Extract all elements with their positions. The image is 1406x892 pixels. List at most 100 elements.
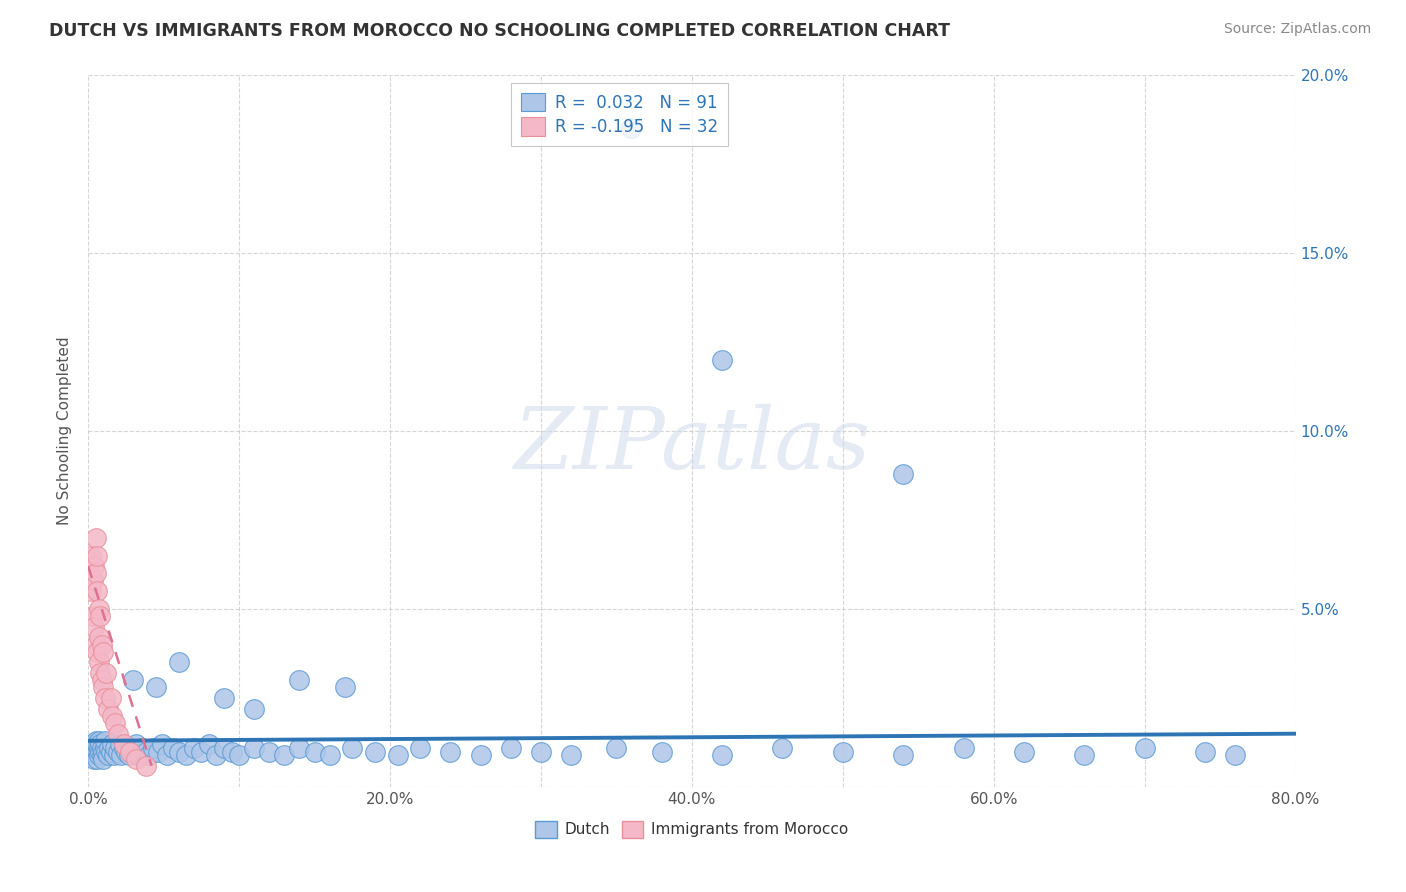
Point	[97, 702, 120, 716]
Point	[94, 734, 117, 748]
Point	[212, 691, 235, 706]
Text: DUTCH VS IMMIGRANTS FROM MOROCCO NO SCHOOLING COMPLETED CORRELATION CHART: DUTCH VS IMMIGRANTS FROM MOROCCO NO SCHO…	[49, 22, 950, 40]
Point	[96, 745, 118, 759]
Point	[288, 741, 311, 756]
Point	[162, 741, 184, 756]
Point	[104, 716, 127, 731]
Point	[770, 741, 793, 756]
Point	[711, 747, 734, 762]
Point	[167, 656, 190, 670]
Point	[1012, 745, 1035, 759]
Point	[145, 681, 167, 695]
Point	[1073, 747, 1095, 762]
Point	[142, 741, 165, 756]
Point	[101, 738, 124, 752]
Point	[150, 738, 173, 752]
Point	[651, 745, 673, 759]
Point	[87, 747, 110, 762]
Point	[90, 747, 112, 762]
Point	[86, 751, 108, 765]
Point	[89, 738, 111, 752]
Point	[86, 745, 108, 759]
Point	[221, 745, 243, 759]
Point	[530, 745, 553, 759]
Point	[243, 741, 266, 756]
Point	[100, 691, 122, 706]
Point	[83, 620, 105, 634]
Point	[87, 602, 110, 616]
Point	[711, 352, 734, 367]
Point	[115, 745, 138, 759]
Point	[364, 745, 387, 759]
Point	[131, 741, 153, 756]
Point	[212, 741, 235, 756]
Point	[103, 747, 125, 762]
Point	[122, 745, 145, 759]
Point	[82, 738, 104, 752]
Point	[273, 747, 295, 762]
Point	[156, 747, 179, 762]
Point	[1225, 747, 1247, 762]
Point	[1194, 745, 1216, 759]
Point	[82, 609, 104, 624]
Point	[190, 745, 212, 759]
Point	[605, 741, 627, 756]
Point	[90, 741, 112, 756]
Point	[499, 741, 522, 756]
Point	[83, 559, 105, 574]
Point	[952, 741, 974, 756]
Point	[84, 638, 107, 652]
Point	[125, 751, 148, 765]
Point	[174, 747, 197, 762]
Point	[183, 741, 205, 756]
Point	[89, 609, 111, 624]
Point	[560, 747, 582, 762]
Point	[288, 673, 311, 688]
Point	[83, 751, 105, 765]
Point	[439, 745, 461, 759]
Point	[82, 574, 104, 588]
Point	[91, 645, 114, 659]
Y-axis label: No Schooling Completed: No Schooling Completed	[58, 336, 72, 525]
Point	[90, 638, 112, 652]
Point	[97, 747, 120, 762]
Point	[89, 745, 111, 759]
Point	[304, 745, 326, 759]
Point	[118, 747, 141, 762]
Point	[620, 120, 643, 135]
Text: Source: ZipAtlas.com: Source: ZipAtlas.com	[1223, 22, 1371, 37]
Point	[86, 645, 108, 659]
Point	[104, 741, 127, 756]
Point	[87, 734, 110, 748]
Point	[96, 666, 118, 681]
Point	[86, 549, 108, 563]
Point	[259, 745, 281, 759]
Point	[120, 741, 142, 756]
Point	[1133, 741, 1156, 756]
Point	[80, 584, 103, 599]
Point	[91, 681, 114, 695]
Point	[205, 747, 228, 762]
Point	[318, 747, 340, 762]
Point	[84, 566, 107, 581]
Point	[120, 745, 142, 759]
Point	[84, 741, 107, 756]
Point	[86, 584, 108, 599]
Point	[87, 741, 110, 756]
Point	[100, 745, 122, 759]
Point	[243, 702, 266, 716]
Point	[198, 738, 221, 752]
Point	[134, 745, 156, 759]
Point	[228, 747, 250, 762]
Point	[101, 709, 124, 723]
Point	[470, 747, 492, 762]
Point	[134, 758, 156, 772]
Point	[125, 738, 148, 752]
Point	[112, 738, 135, 752]
Legend: Dutch, Immigrants from Morocco: Dutch, Immigrants from Morocco	[529, 814, 855, 844]
Point	[107, 745, 129, 759]
Point	[138, 747, 160, 762]
Point	[146, 745, 169, 759]
Point	[91, 751, 114, 765]
Point	[342, 741, 364, 756]
